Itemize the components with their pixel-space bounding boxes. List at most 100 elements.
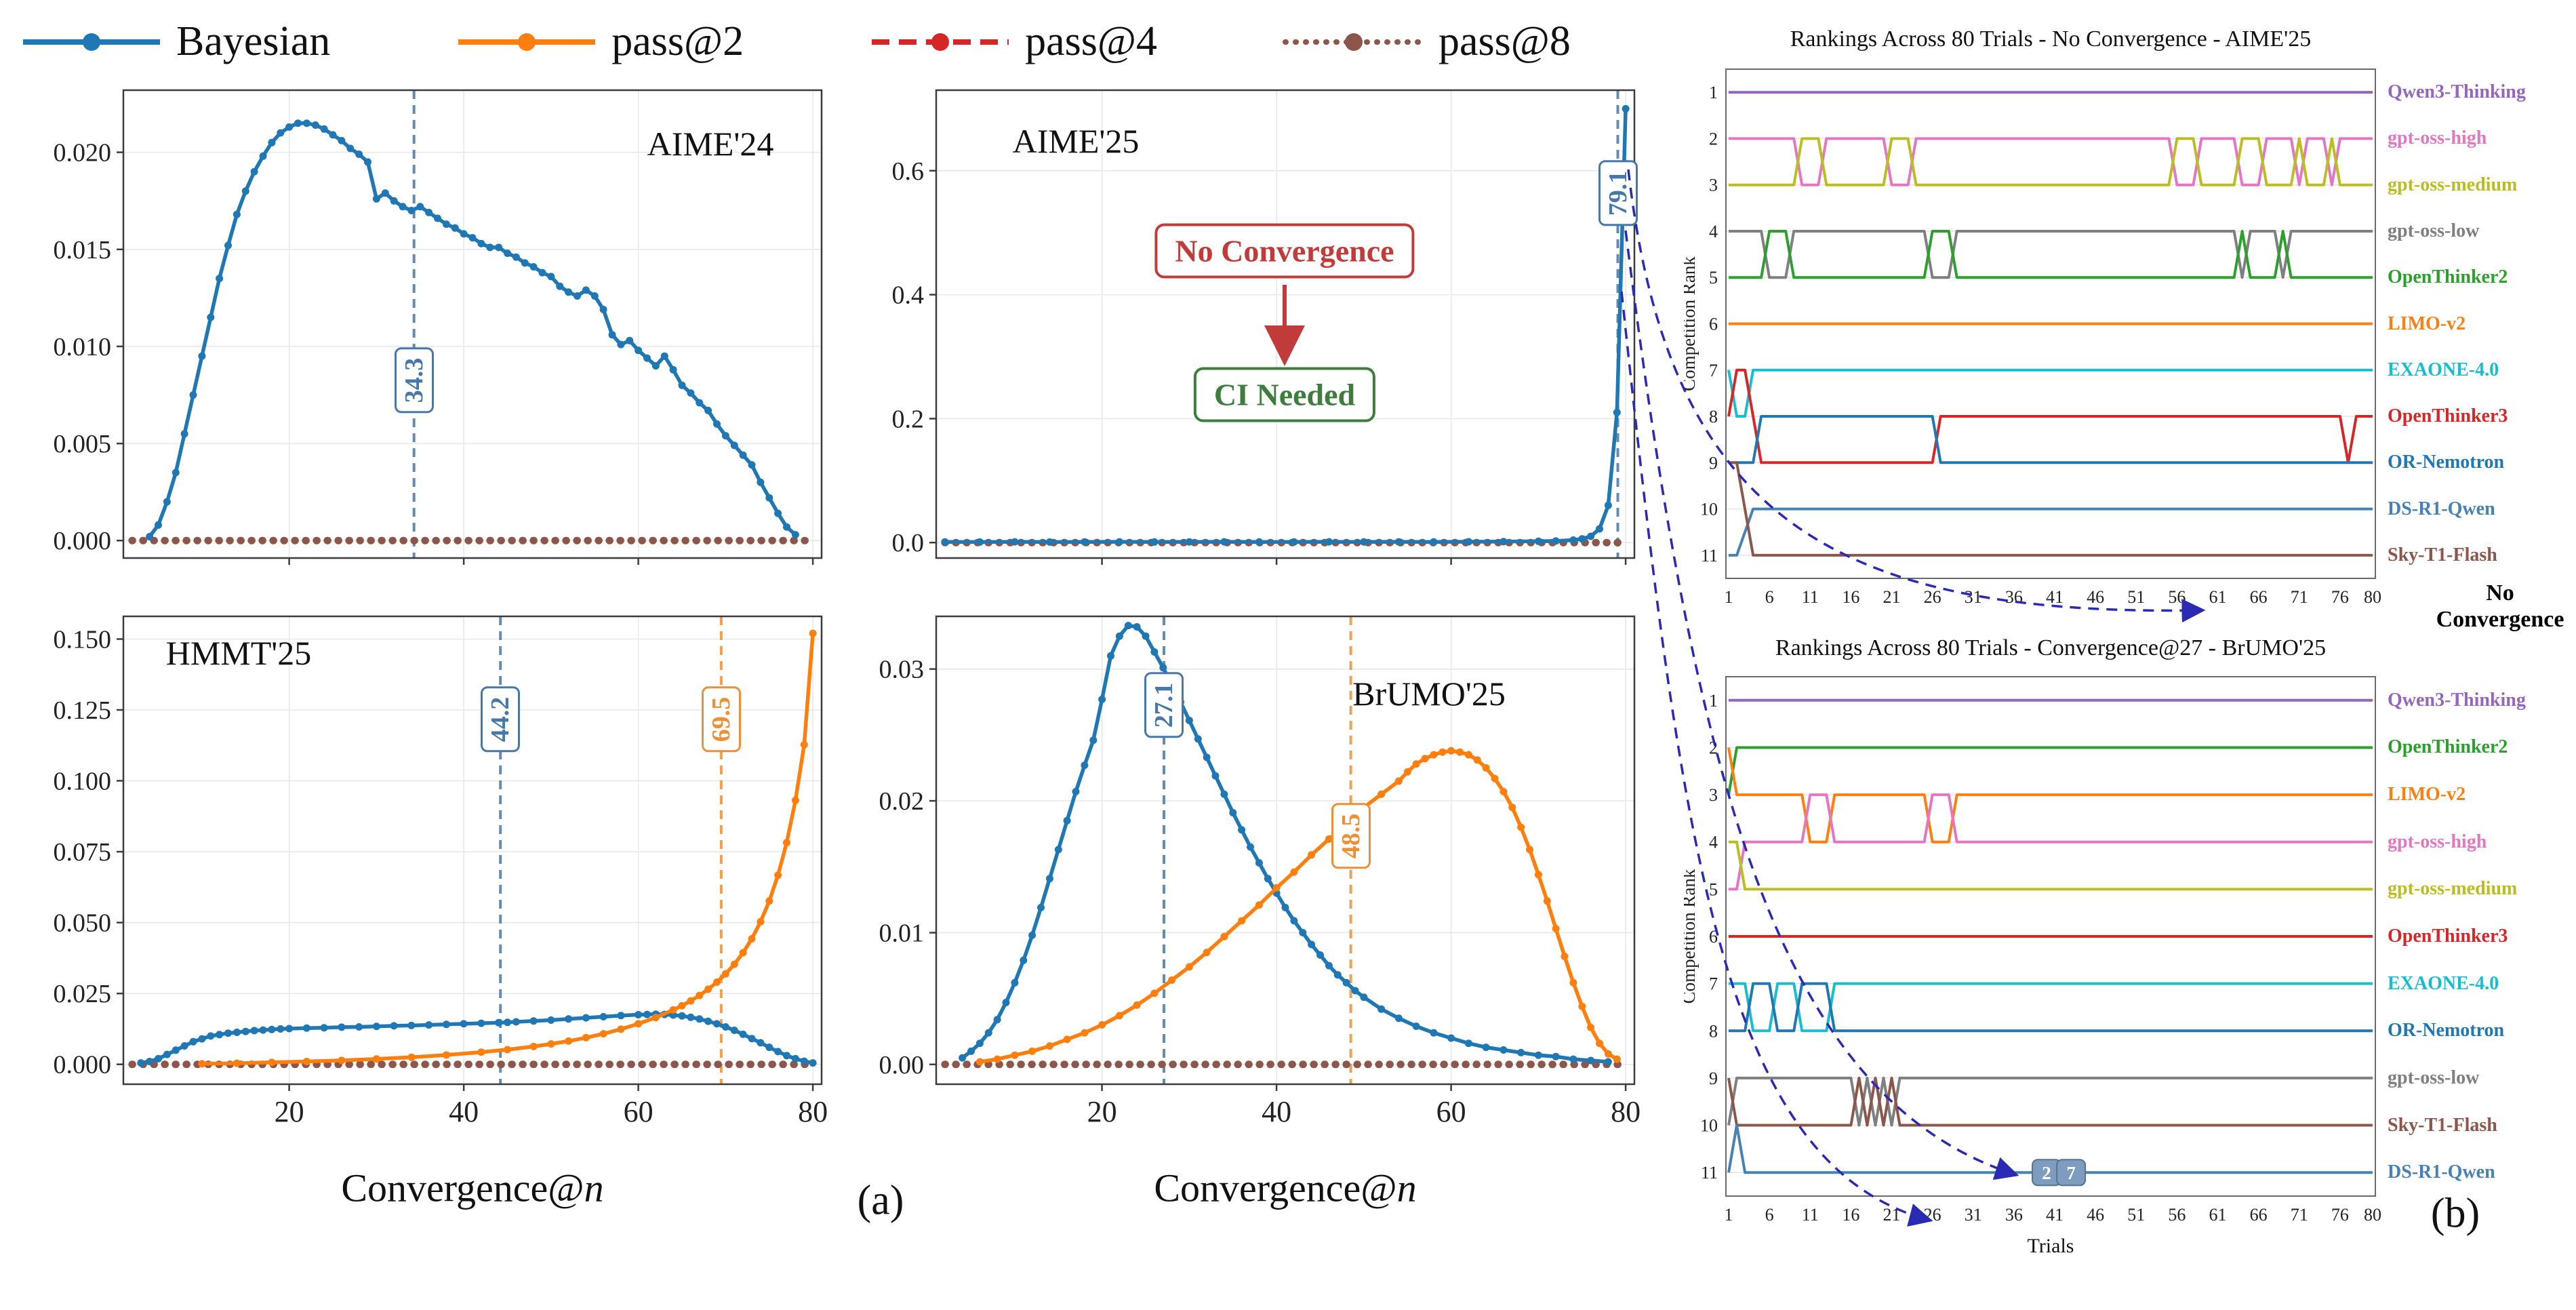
marker bbox=[1107, 652, 1114, 660]
marker bbox=[1220, 538, 1228, 546]
marker bbox=[1438, 748, 1447, 756]
marker bbox=[1430, 1029, 1438, 1037]
marker bbox=[146, 533, 154, 540]
marker bbox=[748, 935, 756, 942]
x-axis-label-var: n bbox=[584, 1166, 604, 1210]
marker bbox=[241, 187, 249, 195]
marker bbox=[1394, 538, 1403, 546]
trial-tick-label: 31 bbox=[1965, 1205, 1982, 1225]
marker bbox=[1255, 859, 1263, 867]
marker bbox=[372, 1055, 380, 1063]
marker bbox=[547, 1040, 555, 1048]
trial-tick-label: 21 bbox=[1883, 587, 1901, 607]
marker bbox=[809, 1059, 817, 1067]
marker bbox=[1534, 1051, 1542, 1059]
competition-rank-axis-label: Competition Rank bbox=[1684, 869, 1699, 1004]
marker bbox=[180, 430, 188, 438]
marker bbox=[1098, 1021, 1106, 1029]
marker bbox=[1596, 525, 1603, 533]
rank-tick-label: 8 bbox=[1709, 407, 1718, 426]
marker bbox=[1063, 1035, 1071, 1044]
xtick-label: 60 bbox=[624, 1095, 653, 1125]
marker bbox=[329, 131, 337, 139]
marker bbox=[1543, 897, 1551, 905]
marker bbox=[302, 119, 310, 127]
legend-label: pass@2 bbox=[611, 18, 744, 64]
marker bbox=[1596, 1039, 1603, 1048]
marker bbox=[207, 313, 215, 321]
marker bbox=[512, 1018, 520, 1026]
marker bbox=[416, 203, 424, 211]
marker bbox=[495, 243, 503, 252]
ytick-label: 0.4 bbox=[892, 281, 925, 310]
marker bbox=[512, 253, 520, 261]
marker bbox=[608, 331, 616, 339]
figure-legend: Bayesian pass@2 pass@4 bbox=[20, 18, 1571, 66]
marker bbox=[1587, 532, 1595, 540]
marker bbox=[460, 1020, 468, 1028]
marker bbox=[975, 1039, 984, 1048]
marker bbox=[451, 224, 459, 232]
marker bbox=[224, 1029, 232, 1037]
marker bbox=[1613, 408, 1621, 416]
marker bbox=[1508, 803, 1516, 812]
marker bbox=[1054, 846, 1062, 854]
plot-title-aime25: AIME'25 bbox=[1012, 122, 1140, 160]
series-Bayesian bbox=[944, 108, 1628, 544]
trial-tick-label: 36 bbox=[2005, 587, 2023, 607]
marker bbox=[338, 136, 346, 144]
rank-line-OR-Nemotron bbox=[1729, 415, 2373, 464]
trial-tick-label: 41 bbox=[2046, 1205, 2064, 1225]
marker bbox=[477, 1048, 485, 1056]
marker bbox=[582, 1014, 590, 1022]
trial-tick-label: 11 bbox=[1802, 1205, 1819, 1225]
ytick-label: 0.150 bbox=[54, 626, 112, 654]
marker bbox=[538, 269, 546, 277]
rank-tick-label: 2 bbox=[1709, 129, 1718, 148]
marker bbox=[774, 509, 782, 517]
marker bbox=[1500, 788, 1508, 795]
trial-tick-label: 1 bbox=[1725, 1205, 1733, 1225]
marker bbox=[372, 1023, 380, 1031]
marker bbox=[198, 352, 206, 360]
marker bbox=[984, 1029, 992, 1037]
marker bbox=[1281, 904, 1289, 911]
marker bbox=[687, 997, 695, 1005]
x-axis-label-var: n bbox=[1396, 1166, 1417, 1210]
ci-needed-callout: CI Needed bbox=[1193, 367, 1376, 422]
marker bbox=[1534, 871, 1542, 879]
ytick-label: 0.000 bbox=[54, 1051, 112, 1079]
marker bbox=[1569, 1055, 1577, 1063]
marker bbox=[669, 1011, 677, 1019]
marker bbox=[1342, 978, 1350, 987]
marker bbox=[163, 1050, 171, 1058]
ytick-label: 0.015 bbox=[54, 236, 112, 264]
marker bbox=[390, 1022, 398, 1030]
rank-tick-label: 9 bbox=[1709, 453, 1718, 473]
marker bbox=[477, 1019, 485, 1027]
marker bbox=[172, 1046, 180, 1054]
marker bbox=[1063, 816, 1071, 825]
trial-tick-label: 66 bbox=[2250, 587, 2268, 607]
competition-rank-axis-label: Competition Rank bbox=[1684, 256, 1699, 391]
marker bbox=[1552, 1052, 1560, 1060]
marker bbox=[1325, 538, 1333, 546]
marker bbox=[1394, 777, 1403, 785]
model-label-Sky-T1-Flash: Sky-T1-Flash bbox=[2388, 544, 2497, 565]
marker bbox=[338, 1056, 346, 1065]
marker bbox=[477, 239, 485, 247]
trial-tick-label: 56 bbox=[2168, 587, 2186, 607]
rank-tick-label: 7 bbox=[1709, 974, 1718, 994]
marker bbox=[1569, 536, 1577, 544]
ytick-label: 0.2 bbox=[892, 405, 925, 433]
marker bbox=[1115, 1012, 1123, 1020]
trial-tick-label: 41 bbox=[2046, 587, 2064, 607]
rank-tick-label: 5 bbox=[1709, 268, 1718, 287]
marker bbox=[1264, 875, 1272, 883]
marker bbox=[250, 1027, 258, 1035]
marker bbox=[975, 538, 984, 546]
marker bbox=[1020, 956, 1028, 964]
marker bbox=[407, 1021, 416, 1029]
marker bbox=[1456, 748, 1464, 756]
marker bbox=[757, 917, 765, 926]
